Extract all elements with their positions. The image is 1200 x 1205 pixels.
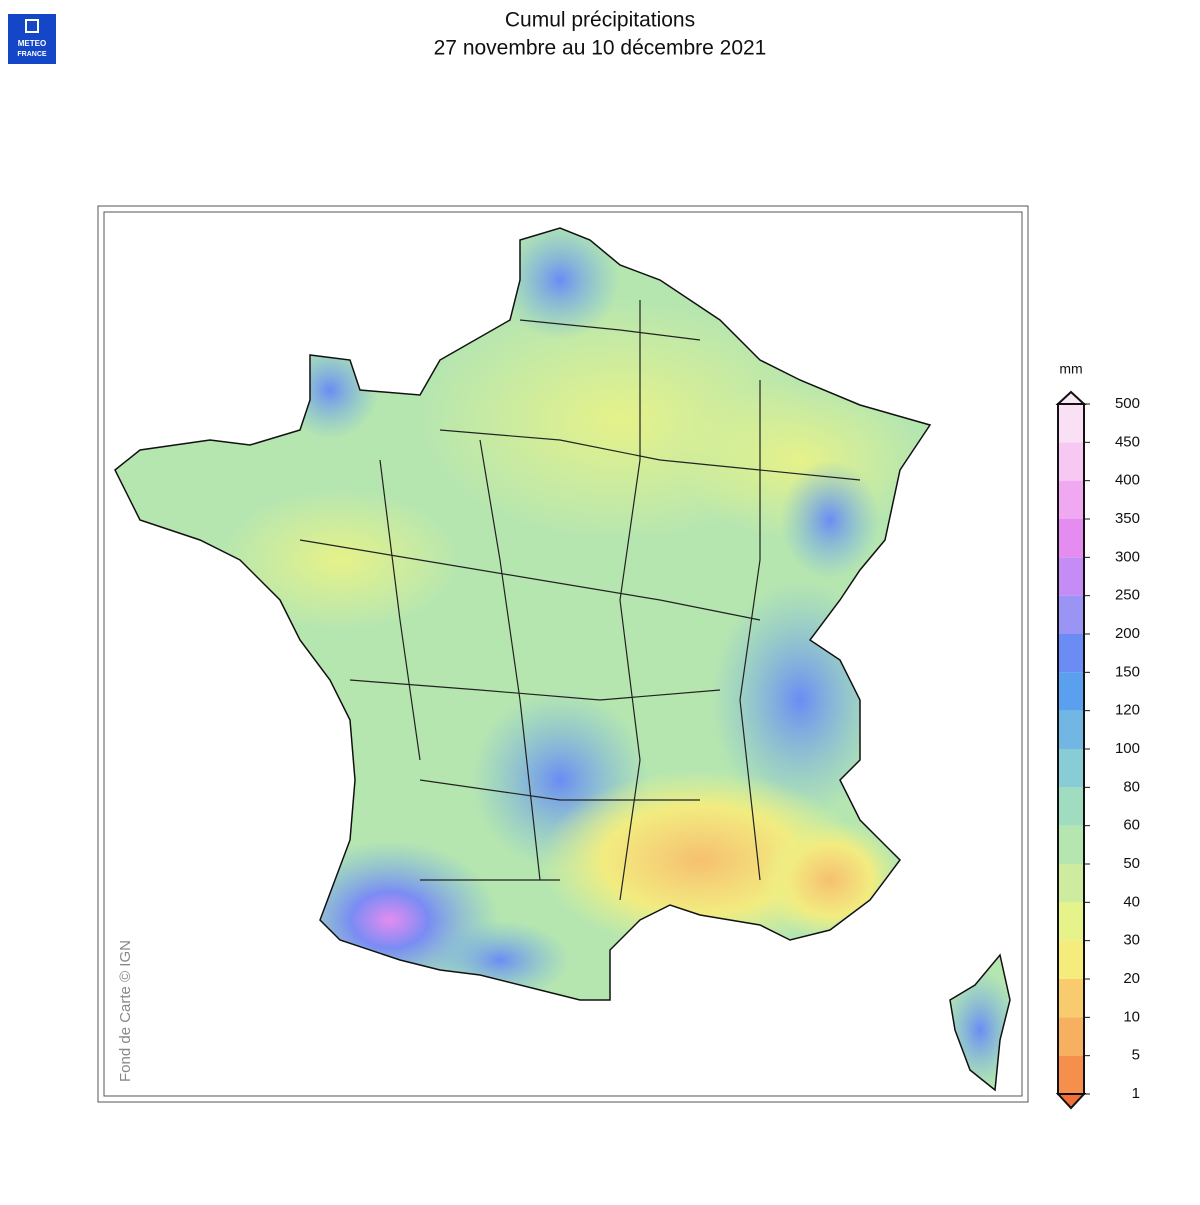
subtitle: 27 novembre au 10 décembre 2021 xyxy=(434,37,767,60)
logo-icon xyxy=(25,19,39,33)
colorbar-tick-label: 450 xyxy=(1115,433,1140,450)
colorbar-segment xyxy=(1058,940,1084,979)
colorbar-segment xyxy=(1058,864,1084,903)
colorbar-segment xyxy=(1058,595,1084,634)
colorbar-under xyxy=(1055,1093,1087,1110)
colorbar-tick-label: 250 xyxy=(1115,587,1140,604)
colorbar-tick-label: 500 xyxy=(1115,395,1140,412)
title: Cumul précipitations xyxy=(505,9,695,32)
coastline xyxy=(114,227,1011,1092)
colorbar-tick-label: 300 xyxy=(1115,548,1140,565)
colorbar-tick-label: 50 xyxy=(1123,855,1140,872)
colorbar-segment xyxy=(1058,557,1084,596)
colorbar-segment xyxy=(1058,519,1084,558)
colorbar-segment xyxy=(1058,787,1084,826)
colorbar-tick-label: 100 xyxy=(1115,740,1140,757)
colorbar-segment xyxy=(1058,902,1084,941)
colorbar-tick-label: 400 xyxy=(1115,472,1140,489)
colorbar-segment xyxy=(1058,672,1084,711)
colorbar-tick-label: 150 xyxy=(1115,663,1140,680)
colorbar-segment xyxy=(1058,749,1084,788)
colorbar-tick-label: 20 xyxy=(1123,970,1140,987)
colorbar-over xyxy=(1055,390,1087,405)
colorbar-tick-label: 1 xyxy=(1132,1085,1140,1102)
colorbar-tick-label: 350 xyxy=(1115,510,1140,527)
colorbar-segment xyxy=(1058,1055,1084,1094)
colorbar-segment xyxy=(1058,442,1084,481)
colorbar-tick-label: 120 xyxy=(1115,702,1140,719)
colorbar-segment xyxy=(1058,404,1084,443)
logo xyxy=(8,14,56,64)
colorbar-segment xyxy=(1058,634,1084,673)
precipitation-field xyxy=(115,228,1010,1090)
colorbar-tick-label: 5 xyxy=(1132,1047,1140,1064)
colorbar-segment xyxy=(1058,979,1084,1018)
colorbar-tick-label: 80 xyxy=(1123,778,1140,795)
map-frame-inner xyxy=(103,211,1023,1097)
colorbar-unit: mm xyxy=(1059,361,1082,377)
colorbar-segment xyxy=(1058,1017,1084,1056)
logo-text: FRANCE xyxy=(17,51,46,58)
map-credit: Fond de Carte © IGN xyxy=(117,940,134,1082)
colorbar-segment xyxy=(1058,825,1084,864)
colorbar-tick-label: 60 xyxy=(1123,817,1140,834)
colorbar-tick-label: 10 xyxy=(1123,1008,1140,1025)
colorbar-tick-label: 30 xyxy=(1123,932,1140,949)
map-frame xyxy=(97,205,1029,1103)
colorbar-segment xyxy=(1058,710,1084,749)
department-borders xyxy=(299,300,861,901)
logo-text: METEO xyxy=(18,39,46,48)
colorbar-tick-label: 40 xyxy=(1123,893,1140,910)
colorbar-tick-label: 200 xyxy=(1115,625,1140,642)
colorbar-segment xyxy=(1058,480,1084,519)
